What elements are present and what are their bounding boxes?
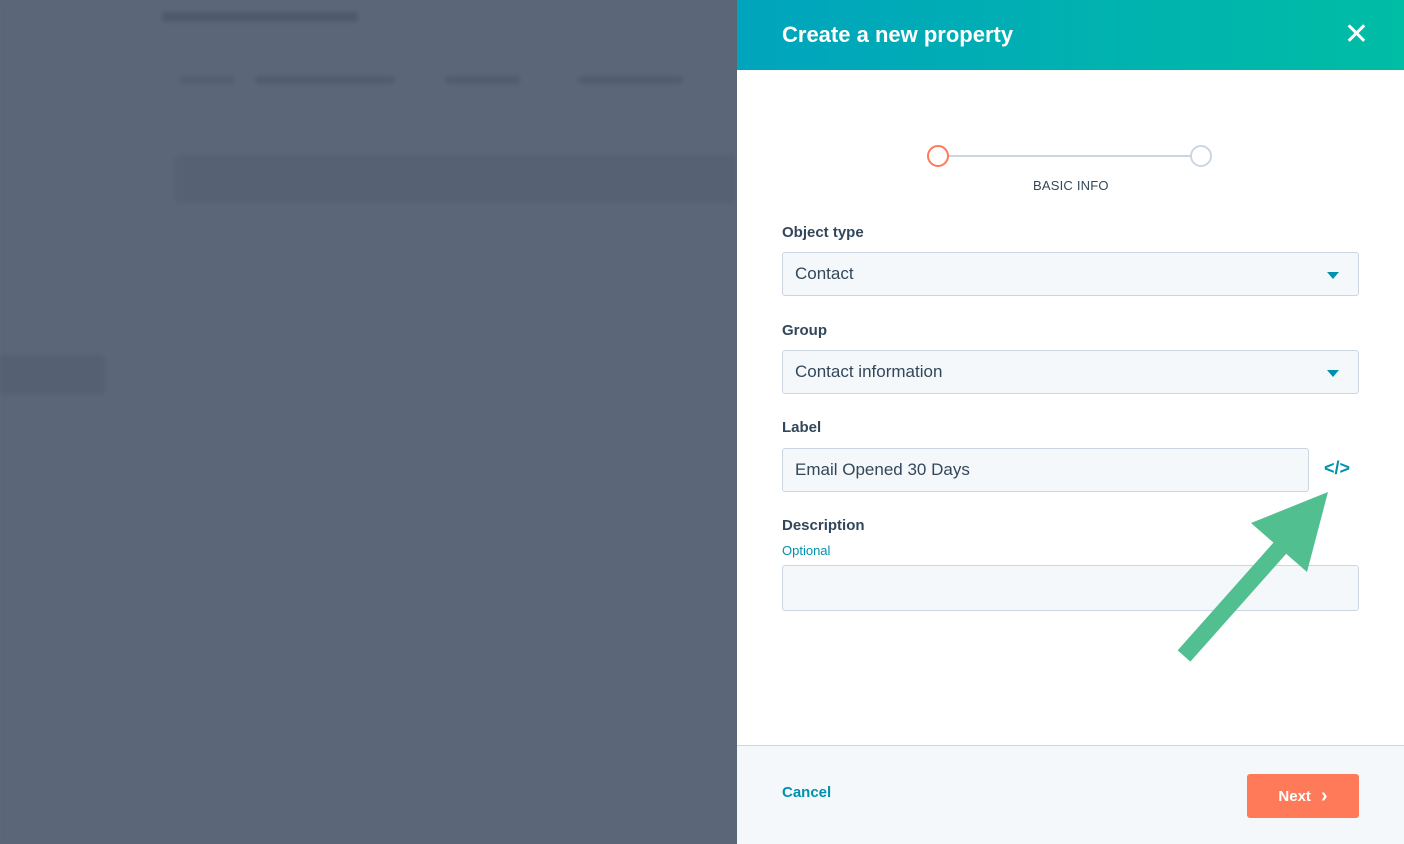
label-value: Email Opened 30 Days (795, 460, 970, 479)
label-input[interactable]: Email Opened 30 Days (782, 448, 1309, 492)
blurred-background-page (162, 12, 358, 22)
next-button[interactable]: Next › (1247, 774, 1359, 818)
step-2-dot (1190, 145, 1212, 167)
panel-footer: Cancel Next › (737, 745, 1404, 844)
chevron-right-icon: › (1320, 784, 1328, 807)
step-1-dot (927, 145, 949, 167)
description-label: Description (782, 517, 865, 534)
object-type-select[interactable]: Contact (782, 252, 1359, 296)
object-type-value: Contact (795, 264, 854, 283)
group-select[interactable]: Contact information (782, 350, 1359, 394)
description-hint: Optional (782, 543, 831, 558)
chevron-down-icon (1327, 272, 1339, 279)
panel-header: Create a new property ✕ (737, 0, 1404, 70)
description-input[interactable] (782, 565, 1359, 611)
label-label: Label (782, 419, 822, 436)
close-icon[interactable]: ✕ (1343, 18, 1369, 51)
panel-title: Create a new property (782, 22, 1014, 47)
step-label: BASIC INFO (1033, 178, 1109, 193)
stepper-line (947, 155, 1192, 157)
group-label: Group (782, 322, 827, 339)
object-type-label: Object type (782, 224, 864, 241)
create-property-panel: Create a new property ✕ BASIC INFO Objec… (737, 0, 1404, 844)
code-icon[interactable]: </> (1324, 458, 1351, 478)
next-label: Next (1278, 787, 1311, 805)
chevron-down-icon (1327, 370, 1339, 377)
cancel-button[interactable]: Cancel (782, 784, 832, 801)
group-value: Contact information (795, 362, 943, 381)
